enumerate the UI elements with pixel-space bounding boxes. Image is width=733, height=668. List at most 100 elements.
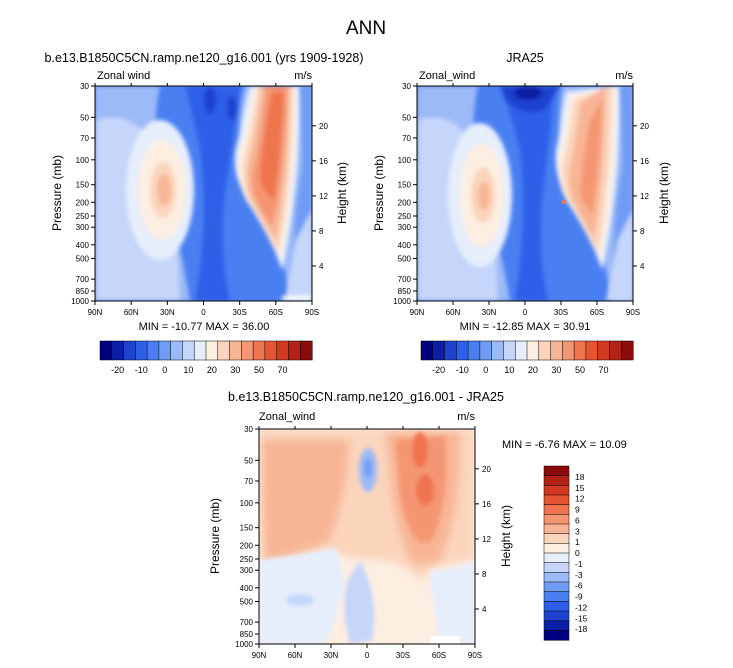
height-tick-label: 12 — [482, 535, 491, 544]
pressure-tick-label: 250 — [398, 212, 412, 221]
latitude-tick-label: 0 — [523, 308, 528, 317]
pressure-tick-label: 700 — [398, 275, 412, 284]
panel-obs-stats: MIN = -12.85 MAX = 30.91 — [460, 321, 591, 333]
colorbar-swatch — [123, 340, 136, 361]
pressure-tick-label: 700 — [240, 618, 254, 627]
colorbar-label: -12 — [575, 602, 588, 612]
colorbar-swatch — [543, 562, 570, 573]
latitude-tick-label: 30S — [396, 651, 410, 660]
height-tick-label: 4 — [640, 262, 645, 271]
colorbar-swatch — [543, 572, 570, 583]
panel-obs-variable-label: Zonal_wind — [419, 70, 475, 82]
colorbar-swatch — [543, 533, 570, 544]
pressure-tick-label: 500 — [398, 255, 412, 264]
panel-model-stats: MIN = -10.77 MAX = 36.00 — [139, 321, 270, 333]
latitude-tick-label: 60N — [446, 308, 461, 317]
colorbar-swatch — [597, 340, 610, 361]
colorbar-swatch — [585, 340, 599, 361]
panel-diff-title: b.e13.B1850C5CN.ramp.ne120_g16.001 - JRA… — [228, 390, 504, 404]
pressure-tick-label: 70 — [402, 134, 411, 143]
height-tick-label: 8 — [319, 227, 324, 236]
pressure-tick-label: 30 — [80, 82, 89, 91]
latitude-ticks: 90N 60N 30N 0 30S 60S 90S — [88, 83, 319, 317]
colorbar-swatch — [543, 465, 570, 477]
height-tick-label: 8 — [640, 227, 645, 236]
colorbar-swatch — [543, 630, 570, 641]
pressure-tick-label: 70 — [244, 477, 253, 486]
colorbar-swatch — [620, 340, 634, 361]
latitude-ticks: 90N 60N 30N 0 30S 60S 90S — [252, 426, 482, 660]
latitude-tick-label: 60N — [124, 308, 139, 317]
colorbar-swatch — [543, 591, 570, 602]
colorbar-swatch — [543, 601, 570, 612]
colorbar-swatch — [456, 340, 469, 361]
latitude-tick-label: 60S — [590, 308, 604, 317]
colorbar-swatch — [573, 340, 587, 361]
pressure-tick-label: 500 — [76, 255, 90, 264]
height-tick-label: 4 — [482, 605, 487, 614]
pressure-tick-label: 100 — [240, 499, 254, 508]
panel-diff-plot — [259, 429, 475, 644]
colorbar-swatch — [252, 340, 266, 361]
colorbar-swatch — [146, 340, 160, 361]
colorbar-swatch — [432, 340, 446, 361]
colorbar-label: 30 — [230, 365, 240, 375]
pressure-tick-label: 200 — [76, 198, 90, 207]
latitude-tick-label: 90S — [468, 651, 482, 660]
panel-diff-y2label: Height (km) — [499, 505, 513, 567]
colorbar-swatch — [562, 340, 575, 361]
colorbar-swatch — [288, 340, 301, 361]
latitude-tick-label: 60S — [269, 308, 283, 317]
colorbar-swatch — [241, 340, 254, 361]
pressure-tick-label: 400 — [398, 241, 412, 250]
colorbar-swatch — [543, 552, 570, 564]
latitude-tick-label: 30N — [482, 308, 497, 317]
pressure-tick-label: 400 — [240, 584, 254, 593]
panel-model-y2label: Height (km) — [335, 162, 349, 224]
colorbar-label: 30 — [551, 365, 561, 375]
pressure-tick-label: 50 — [244, 456, 253, 465]
colorbar-label: -18 — [575, 624, 588, 634]
colorbar-swatch — [193, 340, 207, 361]
panel-diff-ylabel: Pressure (mb) — [208, 498, 222, 574]
colorbar-label: 0 — [162, 365, 167, 375]
colorbar-swatch — [135, 340, 148, 361]
panel-obs-plot — [417, 86, 633, 301]
latitude-tick-label: 90N — [88, 308, 103, 317]
colorbar-label: -15 — [575, 613, 588, 623]
height-tick-label: 20 — [482, 465, 491, 474]
latitude-tick-label: 30S — [233, 308, 247, 317]
latitude-tick-label: 30S — [554, 308, 568, 317]
pressure-tick-label: 850 — [76, 287, 90, 296]
colorbar-label: 0 — [575, 548, 580, 558]
pressure-tick-label: 50 — [80, 113, 89, 122]
colorbar-swatch — [420, 340, 434, 361]
colorbar-label: -10 — [135, 365, 148, 375]
colorbar-swatch — [182, 340, 195, 361]
colorbar-swatch — [543, 523, 570, 535]
colorbar-label: 15 — [575, 483, 585, 493]
colorbar-label: 50 — [254, 365, 264, 375]
colorbar-obs: -20 -10 0 10 20 30 50 70 — [420, 340, 634, 375]
colorbar-model: -20 -10 0 10 20 30 50 70 — [99, 340, 313, 375]
latitude-tick-label: 0 — [201, 308, 206, 317]
latitude-tick-label: 60S — [432, 651, 446, 660]
colorbar-swatch — [99, 340, 113, 361]
colorbar-label: 10 — [183, 365, 193, 375]
colorbar-label: 3 — [575, 526, 580, 536]
latitude-tick-label: 0 — [365, 651, 370, 660]
colorbar-swatch — [543, 475, 570, 486]
pressure-tick-label: 250 — [76, 212, 90, 221]
height-tick-label: 4 — [319, 262, 324, 271]
panel-obs-y2label: Height (km) — [657, 162, 671, 224]
height-ticks: 4 8 12 16 20 — [475, 465, 491, 614]
colorbar-label: 9 — [575, 505, 580, 515]
latitude-ticks: 90N 60N 30N 0 30S 60S 90S — [410, 83, 640, 317]
pressure-tick-label: 1000 — [71, 297, 89, 306]
pressure-tick-label: 300 — [76, 223, 90, 232]
pressure-tick-label: 850 — [398, 287, 412, 296]
